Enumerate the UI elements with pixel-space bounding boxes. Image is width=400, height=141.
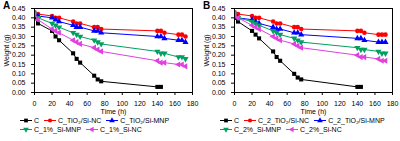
svg-text:0.30: 0.30	[212, 33, 226, 40]
svg-text:120: 120	[334, 100, 346, 107]
svg-text:0.40: 0.40	[212, 14, 226, 21]
html-text:C_2%_Si-MNP: C_2%_Si-MNP	[234, 126, 282, 133]
html-text:B: B	[203, 0, 211, 11]
html-text:C_TiO₂/Si-MNP: C_TiO₂/Si-MNP	[120, 117, 170, 124]
svg-text:0.05: 0.05	[12, 79, 26, 86]
html-text:C_2_TiO₂/Si-NC: C_2_TiO₂/Si-NC	[258, 117, 310, 124]
svg-text:180: 180	[387, 100, 399, 107]
svg-text:160: 160	[369, 100, 381, 107]
svg-text:80: 80	[301, 100, 309, 107]
svg-text:0.45: 0.45	[212, 5, 226, 12]
svg-text:0: 0	[233, 100, 237, 107]
svg-text:160: 160	[169, 100, 181, 107]
svg-text:0.30: 0.30	[12, 33, 26, 40]
svg-text:0.10: 0.10	[212, 70, 226, 77]
svg-text:40: 40	[66, 100, 74, 107]
svg-text:0.15: 0.15	[212, 61, 226, 68]
svg-text:40: 40	[266, 100, 274, 107]
svg-text:0.00: 0.00	[12, 89, 26, 96]
svg-text:100: 100	[116, 100, 128, 107]
svg-text:100: 100	[316, 100, 328, 107]
svg-text:Time (h): Time (h)	[301, 108, 327, 116]
svg-text:20: 20	[48, 100, 56, 107]
svg-text:0.25: 0.25	[212, 42, 226, 49]
svg-text:0.15: 0.15	[12, 61, 26, 68]
html-text:C_TiO₂/Si-NC: C_TiO₂/Si-NC	[58, 117, 102, 124]
svg-text:0: 0	[33, 100, 37, 107]
svg-text:140: 140	[152, 100, 164, 107]
svg-text:140: 140	[352, 100, 364, 107]
svg-text:20: 20	[248, 100, 256, 107]
svg-text:120: 120	[134, 100, 146, 107]
svg-text:0.10: 0.10	[12, 70, 26, 77]
html-text:A: A	[3, 0, 11, 11]
svg-text:0.40: 0.40	[12, 14, 26, 21]
html-text:C_2%_Si-NC: C_2%_Si-NC	[300, 126, 342, 133]
svg-text:80: 80	[101, 100, 109, 107]
svg-text:0.00: 0.00	[212, 89, 226, 96]
svg-text:Time (h): Time (h)	[101, 108, 127, 116]
html-text:C: C	[34, 117, 40, 124]
svg-text:60: 60	[83, 100, 91, 107]
svg-text:60: 60	[283, 100, 291, 107]
html-text:C_2_TiO₂/Si-MNP: C_2_TiO₂/Si-MNP	[328, 117, 385, 124]
svg-text:180: 180	[187, 100, 199, 107]
svg-text:0.35: 0.35	[12, 23, 26, 30]
svg-text:0.20: 0.20	[12, 51, 26, 58]
svg-text:0.05: 0.05	[212, 79, 226, 86]
svg-text:0.20: 0.20	[212, 51, 226, 58]
svg-text:0.25: 0.25	[12, 42, 26, 49]
svg-text:Weight (g): Weight (g)	[203, 34, 211, 66]
html-text:C_1%_Si-MNP: C_1%_Si-MNP	[34, 126, 82, 133]
html-text:C: C	[234, 117, 240, 124]
svg-text:0.45: 0.45	[12, 5, 26, 12]
svg-text:0.35: 0.35	[212, 23, 226, 30]
svg-text:Weight (g): Weight (g)	[3, 34, 11, 66]
html-text:C_1%_Si-NC: C_1%_Si-NC	[100, 126, 142, 133]
